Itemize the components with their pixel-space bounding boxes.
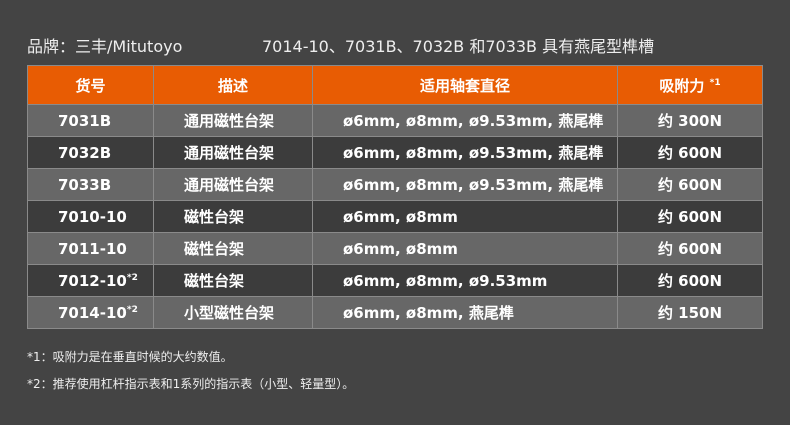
force: 约 600N (617, 168, 763, 201)
description: 磁性台架 (153, 232, 313, 265)
part-number: 7010-10 (27, 200, 154, 233)
part-number: 7033B (27, 168, 154, 201)
part-number-text: 7010-10 (58, 207, 127, 226)
dovetail-note: 7014-10、7031B、7032B 和7033B 具有燕尾型榫槽 (262, 37, 655, 56)
header-force-label: 吸附力 (659, 76, 705, 95)
page-title: 品牌：三丰/Mitutoyo 7014-10、7031B、7032B 和7033… (27, 33, 654, 57)
table-row: 7032B 通用磁性台架 ø6mm, ø8mm, ø9.53mm, 燕尾榫 约 … (27, 136, 763, 169)
part-number-text: 7011-10 (58, 239, 127, 258)
part-number-text: 7012-10 (58, 271, 127, 290)
footnote-ref: *2 (126, 272, 138, 283)
header-part-no: 货号 (27, 65, 154, 105)
diameter: ø6mm, ø8mm, 燕尾榫 (312, 296, 618, 329)
table-row: 7033B 通用磁性台架 ø6mm, ø8mm, ø9.53mm, 燕尾榫 约 … (27, 168, 763, 201)
description: 小型磁性台架 (153, 296, 313, 329)
part-number-text: 7014-10 (58, 303, 127, 322)
header-diameter: 适用轴套直径 (312, 65, 618, 105)
diameter: ø6mm, ø8mm (312, 200, 618, 233)
product-table: 货号 描述 适用轴套直径 吸附力 *1 7031B 通用磁性台架 ø6mm, ø… (27, 65, 763, 329)
description: 通用磁性台架 (153, 168, 313, 201)
force: 约 600N (617, 136, 763, 169)
part-number: 7032B (27, 136, 154, 169)
description: 磁性台架 (153, 200, 313, 233)
table-row: 7012-10*2 磁性台架 ø6mm, ø8mm, ø9.53mm 约 600… (27, 264, 763, 297)
part-number-text: 7032B (58, 143, 112, 162)
diameter: ø6mm, ø8mm (312, 232, 618, 265)
footnote-1: *1：吸附力是在垂直时候的大约数值。 (27, 350, 233, 364)
header-force: 吸附力 *1 (617, 65, 763, 105)
part-number: 7012-10*2 (27, 264, 154, 297)
footnote-ref: *1 (709, 77, 721, 88)
part-number: 7011-10 (27, 232, 154, 265)
table-row: 7014-10*2 小型磁性台架 ø6mm, ø8mm, 燕尾榫 约 150N (27, 296, 763, 329)
diameter: ø6mm, ø8mm, ø9.53mm, 燕尾榫 (312, 104, 618, 137)
brand-label: 品牌：三丰/Mitutoyo (27, 37, 183, 56)
header-description: 描述 (153, 65, 313, 105)
table-row: 7010-10 磁性台架 ø6mm, ø8mm 约 600N (27, 200, 763, 233)
part-number: 7014-10*2 (27, 296, 154, 329)
table-header: 货号 描述 适用轴套直径 吸附力 *1 (27, 65, 763, 105)
force: 约 600N (617, 200, 763, 233)
table-row: 7011-10 磁性台架 ø6mm, ø8mm 约 600N (27, 232, 763, 265)
description: 磁性台架 (153, 264, 313, 297)
diameter: ø6mm, ø8mm, ø9.53mm, 燕尾榫 (312, 136, 618, 169)
footnote-2: *2：推荐使用杠杆指示表和1系列的指示表（小型、轻量型）。 (27, 377, 355, 391)
diameter: ø6mm, ø8mm, ø9.53mm, 燕尾榫 (312, 168, 618, 201)
footnote-ref: *2 (126, 304, 138, 315)
diameter: ø6mm, ø8mm, ø9.53mm (312, 264, 618, 297)
part-number-text: 7031B (58, 111, 112, 130)
force: 约 600N (617, 264, 763, 297)
part-number: 7031B (27, 104, 154, 137)
table-row: 7031B 通用磁性台架 ø6mm, ø8mm, ø9.53mm, 燕尾榫 约 … (27, 104, 763, 137)
part-number-text: 7033B (58, 175, 112, 194)
force: 约 600N (617, 232, 763, 265)
force: 约 300N (617, 104, 763, 137)
description: 通用磁性台架 (153, 136, 313, 169)
description: 通用磁性台架 (153, 104, 313, 137)
force: 约 150N (617, 296, 763, 329)
